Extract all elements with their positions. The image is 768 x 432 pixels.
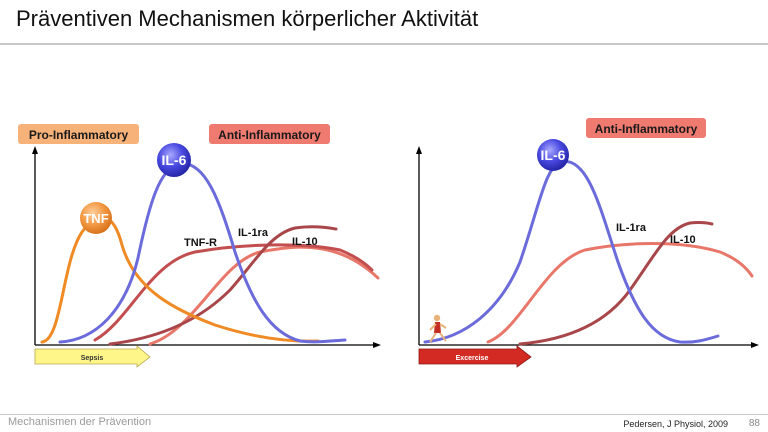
left-panel: Pro-Inflammatory Anti-Inflammatory IL-6 … — [18, 124, 381, 368]
right-anti-inflammatory-label: Anti-Inflammatory — [595, 122, 698, 136]
right-il6-label: IL-6 — [541, 147, 566, 163]
tnfr-label: TNF-R — [184, 237, 217, 249]
right-panel: Anti-Inflammatory IL-6 IL-1ra IL-10 Exce… — [416, 118, 759, 368]
exercise-label: Excercise — [456, 355, 489, 362]
tnf-label: TNF — [83, 211, 108, 226]
right-anti-inflammatory-box — [586, 118, 706, 138]
sepsis-label: Sepsis — [81, 355, 104, 362]
left-il10-curve — [148, 245, 380, 346]
left-anti-inflammatory-box — [209, 124, 330, 144]
right-il1ra-label: IL-1ra — [616, 222, 647, 234]
right-il6-curve — [423, 159, 720, 344]
left-il1ra-label: IL-1ra — [238, 227, 269, 239]
left-anti-inflammatory-label: Anti-Inflammatory — [218, 128, 321, 142]
left-il6-bubble — [157, 143, 191, 177]
left-il6-curve — [58, 162, 347, 344]
right-x-arrowhead — [751, 342, 759, 348]
runner-icon — [429, 314, 447, 343]
left-x-arrowhead — [373, 342, 381, 348]
tnf-bubble — [80, 202, 112, 234]
left-y-arrowhead — [32, 146, 38, 154]
exercise-arrow — [418, 345, 532, 368]
sepsis-arrow — [34, 345, 151, 368]
left-tnf-curve — [40, 215, 320, 344]
left-tnfr-curve — [93, 243, 374, 342]
left-il10-label: IL-10 — [292, 236, 318, 248]
footer-section-name: Mechanismen der Prävention — [8, 416, 152, 428]
right-il10-label: IL-10 — [670, 234, 696, 246]
pro-inflammatory-label: Pro-Inflammatory — [29, 128, 129, 142]
right-il10-curve — [486, 242, 754, 344]
left-il6-label: IL-6 — [162, 152, 187, 168]
slide-title: Präventiven Mechanismen körperlicher Akt… — [16, 6, 479, 31]
footer-divider — [0, 414, 768, 415]
left-il1ra-curve — [108, 225, 338, 346]
title-divider — [0, 43, 768, 45]
citation: Pedersen, J Physiol, 2009 — [623, 419, 728, 429]
page-number: 88 — [748, 418, 760, 429]
right-il1ra-curve — [518, 221, 714, 346]
right-il6-bubble — [537, 139, 569, 171]
pro-inflammatory-box — [18, 124, 139, 144]
right-y-arrowhead — [416, 146, 422, 154]
